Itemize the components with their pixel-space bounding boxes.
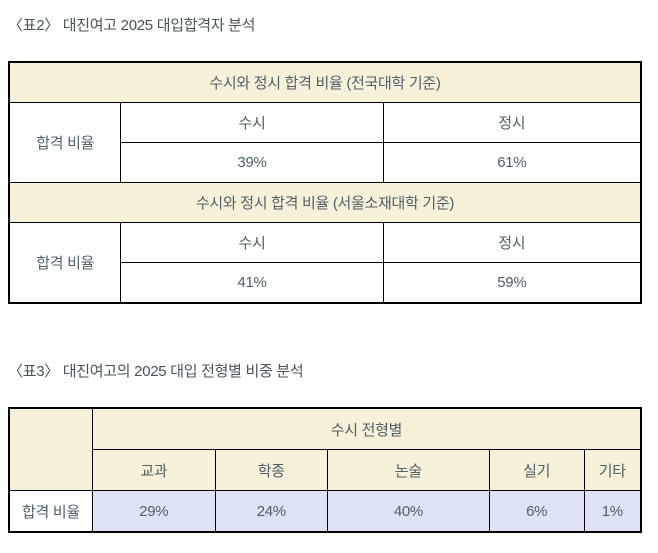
value-nonsul: 40%	[327, 490, 490, 533]
col-header-gita: 기타	[583, 449, 642, 491]
table3-title: 〈표3〉 대진여고의 2025 대입 전형별 비중 분석	[8, 363, 304, 380]
col-header-early-admission: 수시	[120, 222, 384, 263]
section-header-seoul: 수시와 정시 합격 비율 (서울소재대학 기준)	[8, 182, 642, 223]
section-header-national: 수시와 정시 합격 비율 (전국대학 기준)	[8, 61, 642, 103]
value-regular-seoul: 59%	[382, 262, 642, 304]
row-label-pass-ratio: 합격 비율	[8, 490, 93, 533]
value-early-seoul: 41%	[120, 262, 384, 304]
col-header-regular-admission: 정시	[382, 222, 642, 263]
table-row: 합격 비율 수시 정시	[8, 222, 642, 304]
col-header-silgi: 실기	[488, 449, 585, 491]
value-gyogwa: 29%	[91, 490, 216, 533]
value-hakjong: 24%	[214, 490, 329, 533]
col-header-regular-admission: 정시	[382, 102, 642, 143]
table-row: 수시와 정시 합격 비율 (전국대학 기준)	[8, 61, 642, 103]
table-row: 교과 학종 논술 실기 기타	[9, 449, 642, 491]
value-gita: 1%	[583, 490, 642, 533]
admission-ratio-table: 수시와 정시 합격 비율 (전국대학 기준) 합격 비율 수시 정시 39% 6…	[8, 61, 642, 304]
table-row: 수시와 정시 합격 비율 (서울소재대학 기준)	[8, 182, 642, 223]
col-header-gyogwa: 교과	[91, 449, 216, 491]
row-label-pass-ratio: 합격 비율	[8, 102, 122, 183]
table2-title: 〈표2〉 대진여고 2025 대입합격자 분석	[8, 17, 256, 34]
table-row: 41% 59%	[9, 262, 642, 304]
table-row: 39% 61%	[9, 142, 642, 183]
value-early-national: 39%	[120, 142, 384, 183]
col-header-early-admission: 수시	[120, 102, 384, 143]
row-label-pass-ratio: 합격 비율	[8, 222, 122, 304]
col-header-hakjong: 학종	[214, 449, 329, 491]
group-header-early-admission-types: 수시 전형별	[91, 407, 642, 450]
admission-type-share-table: 수시 전형별 교과 학종 논술 실기 기타 합격 비율 29% 24% 40% …	[8, 407, 642, 533]
table-row: 수시 전형별	[8, 407, 642, 491]
table-row: 합격 비율 29% 24% 40% 6% 1%	[8, 490, 642, 533]
table-row: 합격 비율 수시 정시	[8, 102, 642, 183]
value-regular-national: 61%	[382, 142, 642, 183]
value-silgi: 6%	[488, 490, 585, 533]
corner-empty-cell	[8, 407, 93, 491]
col-header-nonsul: 논술	[327, 449, 490, 491]
